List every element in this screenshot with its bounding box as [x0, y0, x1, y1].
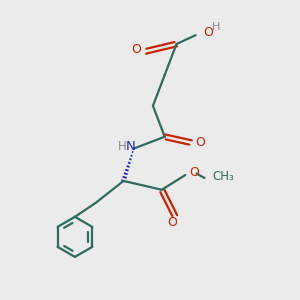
- Text: O: O: [131, 44, 141, 56]
- Text: O: O: [167, 216, 177, 229]
- Text: N: N: [125, 140, 135, 153]
- Text: H: H: [118, 140, 127, 153]
- Text: O: O: [189, 166, 199, 179]
- Text: H: H: [212, 22, 220, 32]
- Text: CH₃: CH₃: [213, 170, 235, 183]
- Text: O: O: [195, 136, 205, 149]
- Text: O: O: [203, 26, 213, 39]
